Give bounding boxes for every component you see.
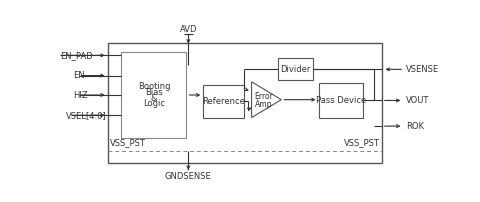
Text: VSEL[4:0]: VSEL[4:0]	[66, 111, 107, 120]
Text: EN_PAD: EN_PAD	[60, 51, 93, 60]
Text: VSS_PST: VSS_PST	[344, 138, 380, 147]
Text: Reference: Reference	[202, 97, 245, 106]
Text: Error: Error	[254, 92, 273, 101]
Text: ROK: ROK	[406, 122, 424, 131]
Bar	[277, 58, 313, 80]
Text: &: &	[151, 94, 157, 103]
Text: AVD: AVD	[180, 25, 197, 34]
Bar	[121, 52, 186, 138]
Text: VSENSE: VSENSE	[406, 65, 439, 74]
Bar	[319, 83, 363, 118]
Text: Logic: Logic	[143, 99, 165, 108]
Text: Amp: Amp	[255, 100, 272, 109]
Text: VSS_PST: VSS_PST	[110, 138, 146, 147]
Text: HIZ: HIZ	[73, 90, 88, 100]
Text: GNDSENSE: GNDSENSE	[165, 172, 212, 181]
Bar	[108, 43, 382, 163]
Text: VOUT: VOUT	[406, 96, 429, 105]
Text: Pass Device: Pass Device	[316, 96, 366, 105]
Text: Bias: Bias	[145, 88, 163, 97]
Bar	[203, 85, 244, 118]
Text: Booting: Booting	[138, 82, 170, 91]
Text: Divider: Divider	[280, 65, 311, 74]
Text: EN: EN	[73, 71, 84, 80]
